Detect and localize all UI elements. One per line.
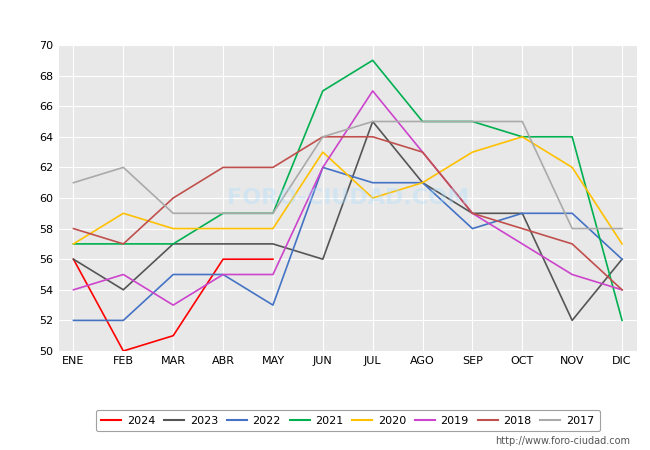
Text: Afiliados en Becilla de Valderaduey a 31/5/2024: Afiliados en Becilla de Valderaduey a 31… <box>142 13 508 28</box>
Legend: 2024, 2023, 2022, 2021, 2020, 2019, 2018, 2017: 2024, 2023, 2022, 2021, 2020, 2019, 2018… <box>96 410 600 431</box>
Text: FORO-CIUDAD.COM: FORO-CIUDAD.COM <box>227 188 469 208</box>
Text: http://www.foro-ciudad.com: http://www.foro-ciudad.com <box>495 436 630 446</box>
